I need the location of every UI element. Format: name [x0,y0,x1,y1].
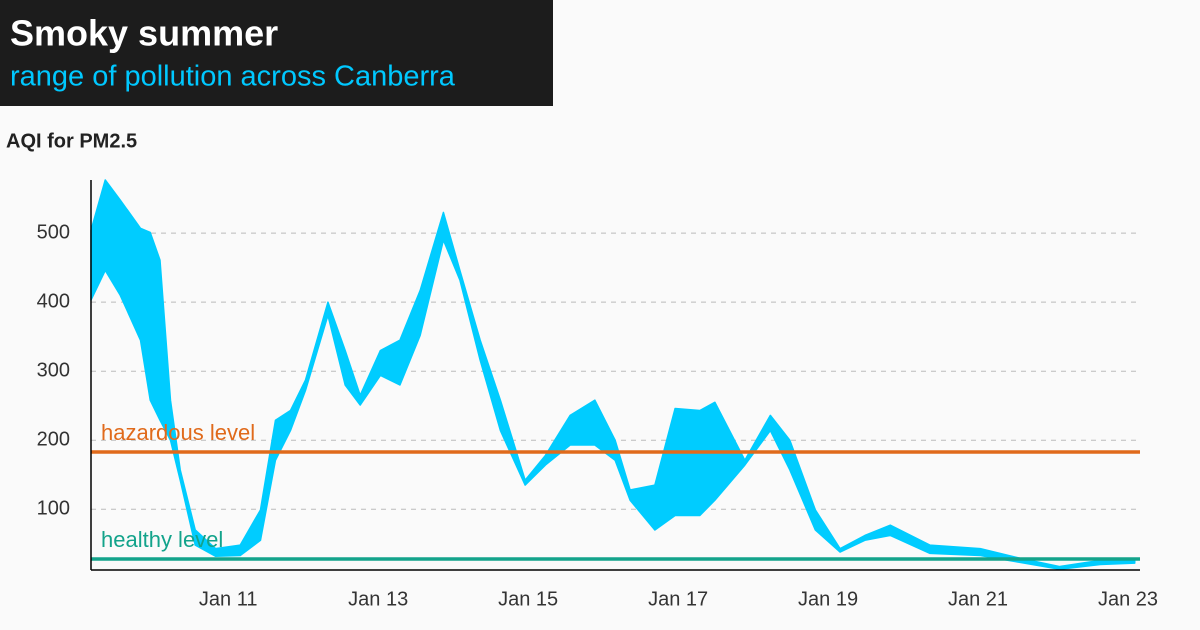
x-tick-label: Jan 17 [648,588,708,610]
reference-label: hazardous level [101,420,255,445]
range-band [90,179,1136,571]
y-tick-label: 400 [37,290,70,312]
x-tick-label: Jan 23 [1098,588,1158,610]
x-tick-label: Jan 11 [199,588,258,610]
x-tick-label: Jan 19 [798,588,858,610]
y-tick-label: 500 [37,221,70,243]
y-tick-label: 100 [37,498,70,520]
title-box [0,0,553,106]
y-axis-label: AQI for PM2.5 [6,130,137,152]
chart-subtitle: range of pollution across Canberra [10,61,456,93]
x-tick-label: Jan 15 [498,588,558,610]
reference-label: healthy level [101,527,223,552]
y-tick-label: 200 [37,429,70,451]
x-tick-label: Jan 13 [348,588,408,610]
y-tick-label: 300 [37,359,70,381]
x-tick-label: Jan 21 [948,588,1008,610]
chart-title: Smoky summer [10,13,278,54]
